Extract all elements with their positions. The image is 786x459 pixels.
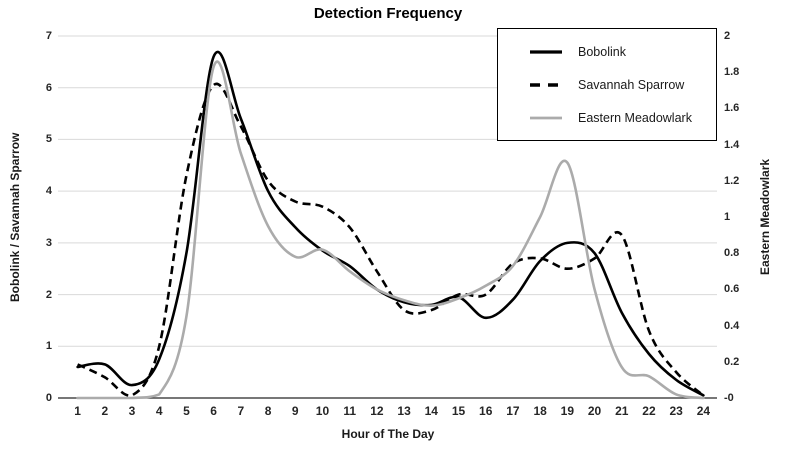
left-axis-tick-label: 4 — [45, 185, 52, 198]
x-axis-tick-label: 18 — [533, 404, 547, 418]
legend-label: Savannah Sparrow — [578, 77, 685, 92]
x-axis-tick-label: 7 — [237, 404, 245, 418]
x-axis-title: Hour of The Day — [341, 427, 435, 441]
legend-label: Eastern Meadowlark — [578, 110, 692, 125]
eastern-meadowlark-line-sample-icon — [530, 116, 562, 119]
savannah-sparrow-line-sample-icon — [530, 82, 562, 87]
x-axis-tick-label: 3 — [128, 404, 136, 418]
legend-item-eastern-meadowlark: Eastern Meadowlark — [528, 111, 716, 125]
left-axis-tick-label: 5 — [45, 133, 52, 146]
right-axis-tick-label: 1.8 — [724, 66, 740, 79]
x-axis-tick-label: 9 — [291, 404, 299, 418]
x-axis-tick-label: 24 — [696, 404, 711, 418]
savannah-sparrow-line — [77, 82, 705, 397]
legend-item-savannah-sparrow: Savannah Sparrow — [528, 78, 716, 92]
chart-title: Detection Frequency — [313, 5, 463, 22]
left-axis-tick-label: 7 — [45, 30, 52, 42]
x-axis-tick-label: 5 — [183, 404, 190, 418]
bobolink-line-sample-icon — [530, 49, 562, 54]
right-axis-tick-label: 1 — [724, 211, 731, 223]
left-axis-title: Bobolink / Savannah Sparrow — [8, 132, 22, 302]
x-axis-tick-label: 13 — [397, 404, 411, 418]
right-axis-tick-label: -0 — [724, 392, 734, 404]
x-axis-tick-label: 10 — [315, 404, 330, 418]
x-axis-tick-label: 8 — [264, 404, 272, 418]
right-axis-tick-label: 1.2 — [724, 174, 740, 187]
right-axis-tick-label: 2 — [724, 30, 731, 42]
right-axis-tick-label: 0.4 — [724, 319, 740, 332]
legend-item-bobolink: Bobolink — [528, 45, 716, 59]
x-axis-tick-label: 17 — [506, 404, 520, 418]
left-axis-tick-label: 3 — [45, 236, 52, 249]
x-axis-tick-label: 21 — [615, 404, 629, 418]
legend: Bobolink Savannah Sparrow Eastern Meadow… — [497, 28, 717, 141]
x-axis-tick-label: 1 — [74, 404, 81, 418]
right-axis-tick-label: 1.6 — [724, 102, 740, 115]
x-axis-tick-label: 22 — [642, 404, 656, 418]
x-axis-tick-label: 20 — [587, 404, 602, 418]
left-axis-tick-label: 6 — [45, 81, 52, 94]
x-axis-tick-label: 11 — [343, 404, 357, 418]
x-axis-tick-label: 23 — [669, 404, 683, 418]
right-axis-tick-label: 0.8 — [724, 247, 740, 260]
right-axis-tick-label: 0.6 — [724, 283, 740, 296]
left-axis-tick-label: 0 — [45, 392, 52, 404]
right-axis-tick-label: 1.4 — [724, 138, 740, 151]
x-axis-tick-label: 6 — [210, 404, 217, 418]
x-axis-tick-label: 16 — [479, 404, 493, 418]
right-axis-title: Eastern Meadowlark — [758, 158, 772, 276]
x-axis-tick-label: 4 — [155, 404, 163, 418]
eastern-meadowlark-line — [76, 60, 705, 400]
x-axis-tick-label: 15 — [451, 404, 466, 418]
left-axis-tick-label: 1 — [45, 340, 52, 353]
x-axis-tick-label: 19 — [560, 404, 575, 418]
x-axis-tick-label: 14 — [424, 404, 438, 418]
x-axis-tick-label: 2 — [101, 404, 109, 418]
right-axis-tick-label: 0.2 — [724, 355, 740, 368]
left-axis-tick-label: 2 — [45, 288, 52, 301]
x-axis-tick-label: 12 — [370, 404, 384, 418]
legend-label: Bobolink — [578, 44, 626, 59]
